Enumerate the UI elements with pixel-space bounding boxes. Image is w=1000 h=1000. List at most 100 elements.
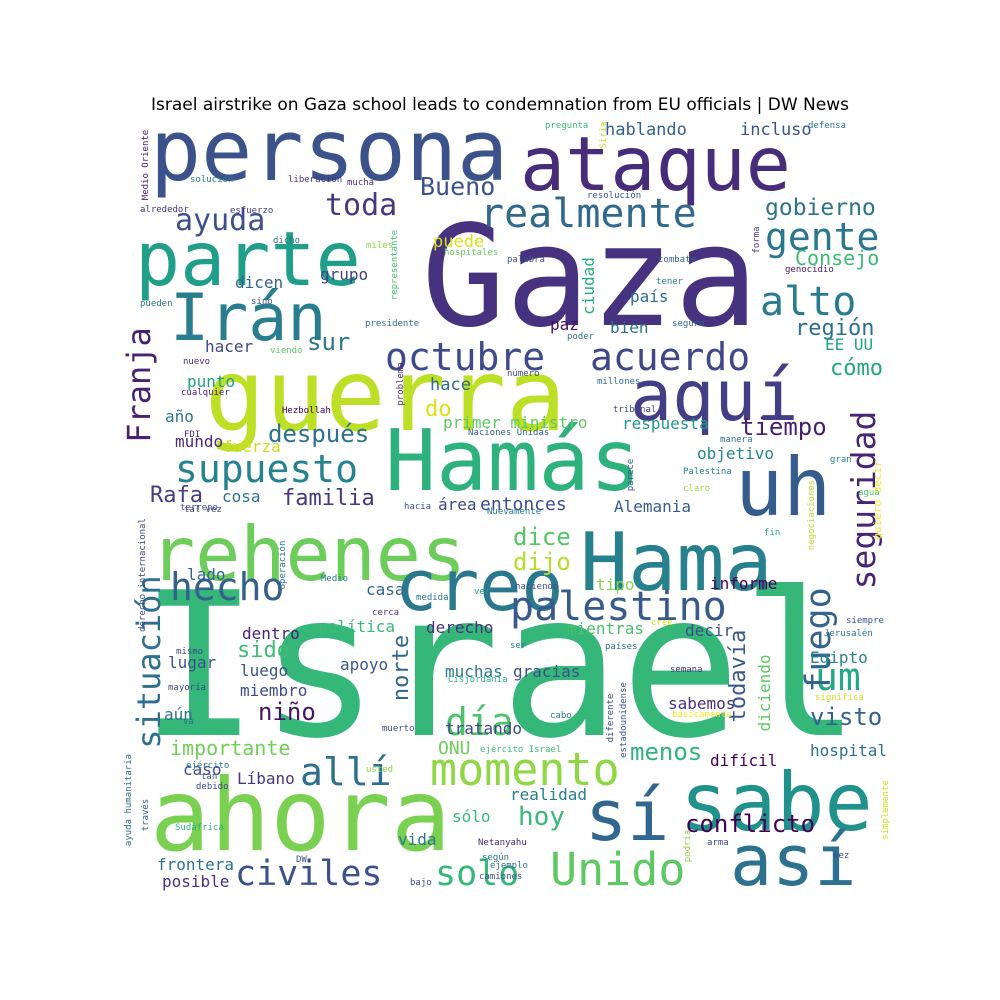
cloud-word: Bueno [420, 172, 495, 201]
cloud-word: países [605, 642, 638, 652]
cloud-word: gente [765, 215, 879, 259]
cloud-word: cosa [222, 487, 261, 506]
cloud-word: lado [187, 565, 226, 584]
cloud-word: gobierno [765, 195, 876, 221]
cloud-word: ejército Israel [480, 744, 561, 755]
cloud-word: presidente [365, 319, 419, 329]
cloud-word: Franja [120, 327, 158, 443]
cloud-word: región [795, 316, 874, 341]
cloud-word: ahora [150, 757, 451, 874]
cloud-word: civiles [235, 854, 383, 894]
cloud-word: norte [389, 635, 414, 701]
cloud-word: Hama [580, 516, 773, 609]
cloud-word: Egipto [810, 648, 868, 667]
cloud-word: ayuda humanitaria [124, 754, 134, 846]
cloud-word: todavía [726, 630, 751, 723]
cloud-word: genocidio [785, 265, 834, 275]
cloud-word: alto [760, 279, 856, 325]
cloud-word: año [165, 407, 194, 426]
cloud-word: negociaciones [807, 480, 817, 550]
cloud-word: ejército [186, 760, 229, 771]
cloud-word: derecho internacional [138, 518, 148, 632]
cloud-word: va [183, 717, 194, 727]
cloud-word: número [507, 369, 540, 379]
cloud-word: Palestina [683, 467, 732, 477]
cloud-word: Hamás [385, 412, 641, 511]
cloud-word: bien [610, 318, 649, 337]
cloud-word: fuerza [223, 437, 281, 456]
cloud-word: semana [670, 665, 703, 675]
cloud-word: nuevo [183, 357, 210, 367]
cloud-word: hospitales [444, 248, 498, 258]
cloud-word: pregunta [545, 121, 588, 131]
cloud-word: manera [720, 435, 753, 445]
cloud-word: frontera [157, 855, 234, 874]
cloud-word: pueden [140, 299, 173, 309]
cloud-word: DW [296, 855, 307, 865]
cloud-word: incluso [740, 120, 812, 140]
cloud-word: hablando [605, 120, 687, 140]
cloud-word: Jerusalén [824, 628, 873, 639]
cloud-word: estadounidense [619, 682, 629, 758]
cloud-word: través [140, 799, 151, 832]
cloud-word: persona [150, 102, 508, 201]
cloud-word: Israel [139, 550, 861, 783]
cloud-word: realmente [480, 191, 697, 237]
cloud-word: miles [366, 241, 393, 251]
cloud-word: tiempo [740, 413, 827, 441]
cloud-word: rehenes [150, 510, 466, 598]
cloud-word: dijo [513, 548, 571, 576]
cloud-word: sabe [680, 756, 873, 849]
cloud-word: mucha [347, 178, 374, 188]
cloud-word: cómo [830, 356, 883, 381]
cloud-word: visto [810, 703, 882, 731]
cloud-word: Medio [321, 574, 348, 584]
cloud-word: momento [430, 743, 620, 796]
cloud-word: claro [683, 484, 710, 494]
cloud-word: mismo [176, 647, 203, 657]
cloud-word: importante [170, 736, 290, 760]
cloud-word: ayuda [175, 203, 265, 238]
cloud-word: muchas [445, 662, 503, 681]
cloud-word: así [730, 820, 856, 902]
cloud-word: cree [651, 618, 673, 628]
cloud-word: Unido [550, 843, 685, 896]
cloud-word: haciendo [515, 582, 558, 592]
cloud-word: Sudáfrica [175, 823, 224, 833]
cloud-word: agua [858, 488, 880, 498]
cloud-word: difícil [710, 751, 777, 770]
cloud-word: diciendo [755, 654, 774, 731]
cloud-word: octubre [385, 335, 545, 379]
cloud-word: millones [597, 377, 640, 387]
cloud-word: realidad [510, 785, 587, 804]
cloud-word: hoy [518, 802, 565, 832]
cloud-word: paz [550, 315, 579, 334]
cloud-word: lugar [168, 653, 217, 672]
cloud-word: vida [398, 830, 437, 849]
cloud-word: Siria [599, 121, 609, 148]
cloud-word: sido [237, 638, 290, 663]
cloud-word: seguridad [844, 411, 883, 590]
cloud-word: según [482, 853, 509, 863]
cloud-word: dicen [235, 273, 283, 292]
cloud-word: política [318, 617, 395, 636]
cloud-word: día [445, 700, 514, 744]
cloud-word: ejemplo [490, 861, 528, 871]
cloud-word: simplemente [881, 780, 891, 840]
cloud-word: quiero decir [871, 460, 884, 540]
cloud-word: uh [735, 441, 831, 534]
cloud-word: siempre [846, 616, 884, 626]
cloud-word: menos [630, 738, 702, 766]
cloud-word: tal vez [184, 505, 222, 515]
cloud-word: cerca [372, 608, 399, 618]
cloud-word: sólo [452, 807, 491, 826]
cloud-word: área [438, 495, 477, 514]
cloud-word: palabra [507, 255, 545, 265]
cloud-word: debido [196, 782, 229, 792]
cloud-word: después [268, 420, 369, 448]
cloud-word: operación [277, 541, 288, 590]
cloud-word: conflicto [685, 810, 815, 838]
cloud-word: Cisjordania [448, 675, 508, 685]
